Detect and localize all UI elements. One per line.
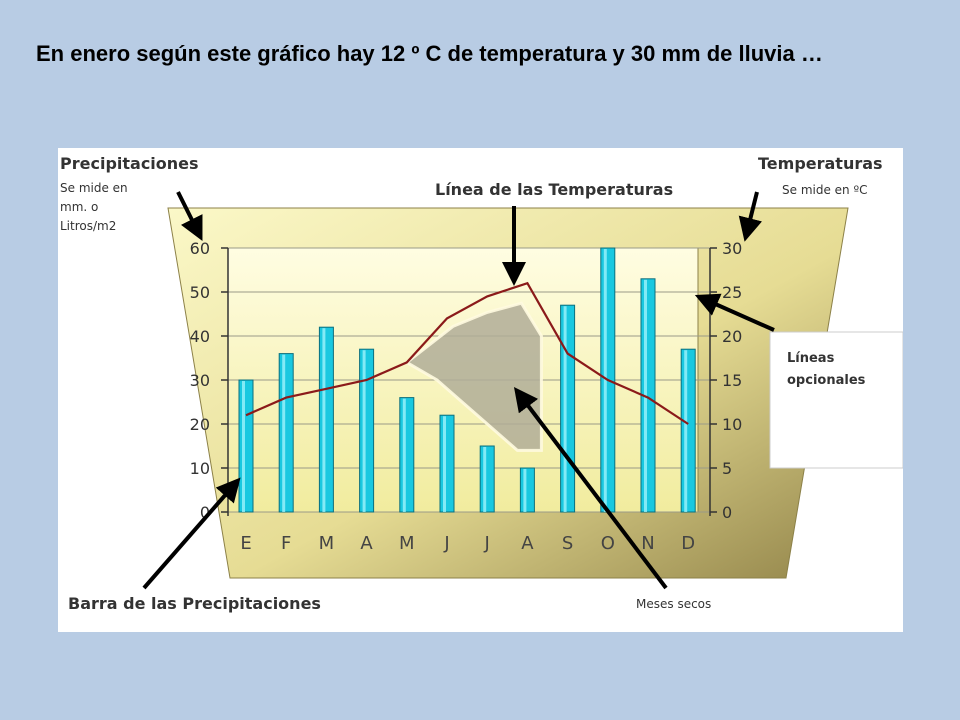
precip-bar — [318, 326, 334, 513]
precip-bar — [519, 467, 535, 513]
x-tick-label: F — [281, 533, 291, 554]
dry-months-area-edge — [404, 301, 543, 452]
precip-bar-highlight — [362, 350, 366, 512]
precip-bar-highlight — [563, 306, 567, 512]
left-tick-label: 60 — [190, 239, 210, 258]
x-tick-label: J — [443, 533, 449, 554]
temp-title: Temperaturas — [758, 154, 883, 173]
precip-bar-highlight — [282, 354, 286, 512]
right-tick-label: 10 — [722, 415, 742, 434]
precip-bar — [560, 304, 576, 513]
right-tick-label: 25 — [722, 283, 742, 302]
right-tick-label: 15 — [722, 371, 742, 390]
precip-bar-highlight — [402, 398, 406, 512]
right-tick-label: 20 — [722, 327, 742, 346]
precip-bar-highlight — [322, 328, 326, 512]
dry-months-arrow — [513, 387, 668, 590]
optional-lines-arrow — [694, 293, 775, 332]
temperature-line — [245, 281, 689, 425]
x-tick-label: O — [601, 533, 615, 554]
precip-bar — [278, 353, 294, 513]
temp-unit-note: Se mide en ºC — [782, 183, 868, 197]
precip-unit-note: Litros/m2 — [60, 219, 116, 233]
x-tick-label: M — [319, 533, 335, 554]
left-tick-label: 20 — [190, 415, 210, 434]
precip-title: Precipitaciones — [60, 154, 199, 173]
precip-bar — [399, 397, 415, 513]
precip-axis-arrow — [176, 191, 203, 241]
page-caption: En enero según este gráfico hay 12 º C d… — [36, 41, 823, 66]
optional-lines-label: Líneas — [787, 351, 835, 366]
precip-unit-note: Se mide en — [60, 181, 128, 195]
x-tick-label: A — [360, 533, 373, 554]
right-tick-label: 0 — [722, 503, 732, 522]
x-tick-label: N — [641, 533, 654, 554]
precip-bar-highlight — [443, 416, 446, 512]
right-tick-label: 5 — [722, 459, 732, 478]
left-tick-label: 50 — [190, 283, 210, 302]
precip-bar — [359, 348, 375, 513]
precip-unit-note: mm. o — [60, 200, 98, 214]
precip-bar-highlight — [483, 447, 487, 512]
x-tick-label: S — [562, 533, 573, 554]
left-tick-label: 30 — [190, 371, 210, 390]
x-tick-label: A — [521, 533, 534, 554]
precip-bar — [439, 414, 455, 513]
temp-axis-arrow — [738, 191, 763, 242]
dry-months-label: Meses secos — [636, 597, 711, 611]
x-tick-label: D — [681, 533, 695, 554]
precip-bar — [479, 445, 495, 513]
dry-months-area — [406, 303, 542, 451]
precip-bar-label: Barra de las Precipitaciones — [68, 594, 321, 613]
precip-bar — [680, 348, 696, 513]
x-tick-label: E — [240, 533, 251, 554]
precip-bar-highlight — [684, 350, 688, 512]
precip-bar — [238, 379, 254, 513]
temp-line-label: Línea de las Temperaturas — [435, 180, 673, 199]
left-tick-label: 10 — [190, 459, 210, 478]
x-tick-label: M — [399, 533, 415, 554]
left-tick-label: 40 — [190, 327, 210, 346]
optional-lines-label: opcionales — [787, 373, 866, 388]
precip-bar-highlight — [603, 249, 607, 512]
precip-bar-highlight — [242, 381, 245, 512]
precip-bar-arrow — [142, 477, 241, 590]
x-tick-label: J — [484, 533, 490, 554]
optional-lines-box — [769, 331, 903, 469]
left-tick-label: 0 — [200, 503, 210, 522]
right-tick-label: 30 — [722, 239, 742, 258]
precip-bar-highlight — [523, 469, 527, 512]
